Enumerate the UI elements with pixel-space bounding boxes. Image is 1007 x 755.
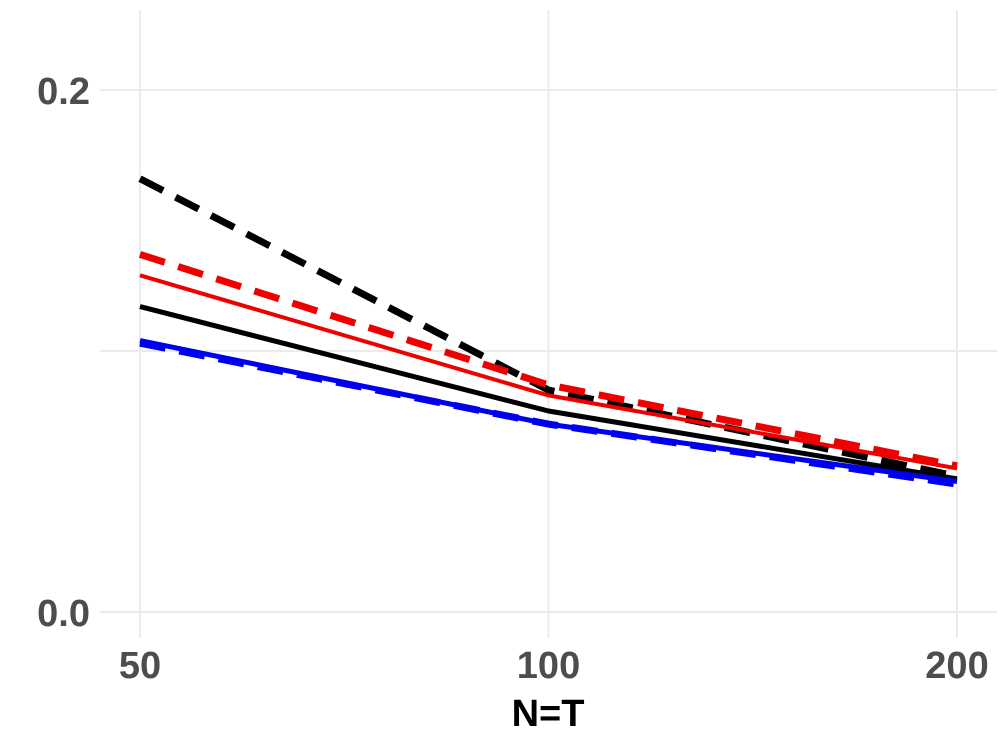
series-line-3	[139, 304, 958, 482]
x-tick-label: 200	[925, 645, 988, 687]
tick-layer: 0.0 0.2 50 100 200	[37, 71, 989, 687]
series-line-2	[139, 273, 958, 471]
x-tick-label: 100	[517, 645, 580, 687]
series-line-5	[139, 339, 958, 488]
series-line-1	[138, 251, 958, 470]
grid-layer	[100, 10, 997, 638]
series-line-0	[138, 175, 958, 480]
x-axis-title: N=T	[512, 693, 585, 735]
series-layer	[138, 175, 958, 488]
y-tick-label: 0.2	[37, 71, 90, 113]
x-tick-label: 50	[119, 645, 161, 687]
y-tick-label: 0.0	[37, 593, 90, 635]
